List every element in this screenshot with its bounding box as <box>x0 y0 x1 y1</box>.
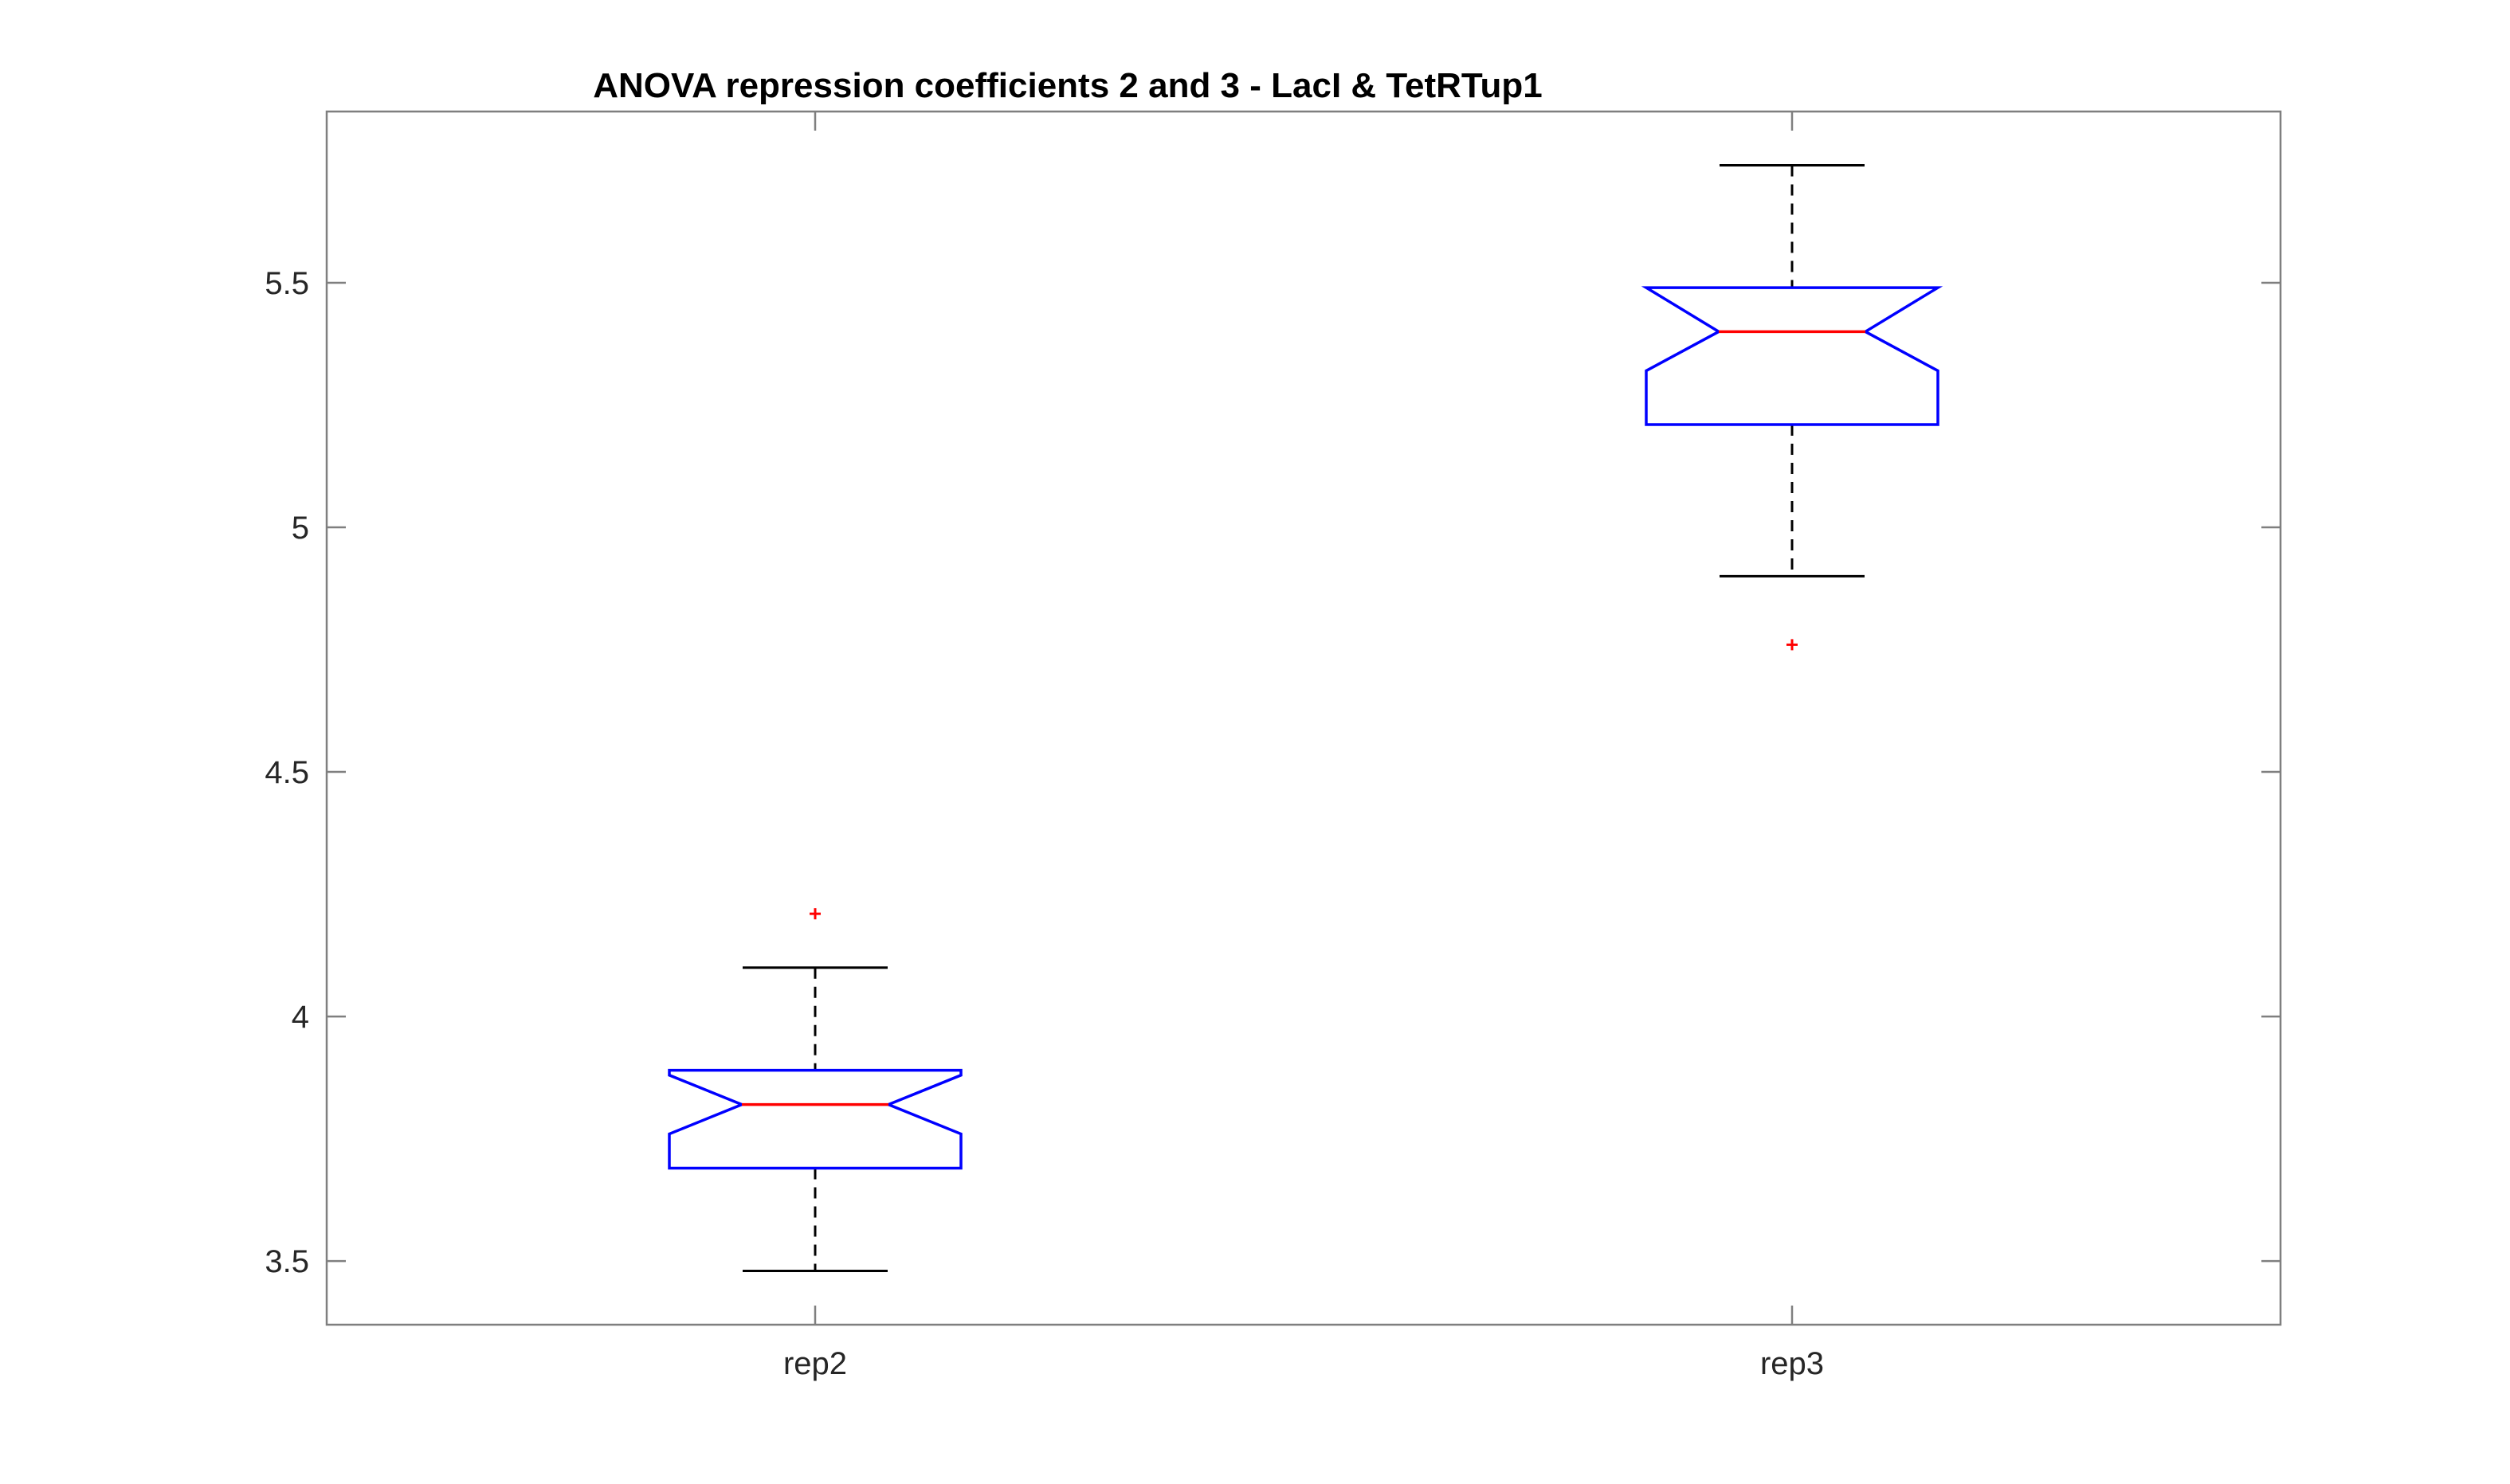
box-rep3 <box>1641 164 1943 651</box>
notched-box <box>668 1068 963 1170</box>
outlier-marker <box>1786 639 1798 651</box>
y-tick-label: 4 <box>292 1000 309 1035</box>
outlier-marker <box>810 908 821 920</box>
box-rep2 <box>668 908 963 1272</box>
y-tick-label: 5 <box>292 511 309 546</box>
x-tick-label: rep3 <box>1760 1346 1824 1381</box>
y-tick-label: 4.5 <box>265 755 309 790</box>
notched-box <box>1641 286 1943 426</box>
plot-area: 3.5 4 4.5 5 5.5 rep2 rep3 <box>265 110 2282 1381</box>
axes-frame <box>325 110 2282 1326</box>
y-tick-label: 5.5 <box>265 266 309 301</box>
x-tick-label: rep2 <box>783 1346 847 1381</box>
y-tick-label: 3.5 <box>265 1244 309 1279</box>
chart-title: ANOVA repression coefficients 2 and 3 - … <box>593 66 1543 105</box>
